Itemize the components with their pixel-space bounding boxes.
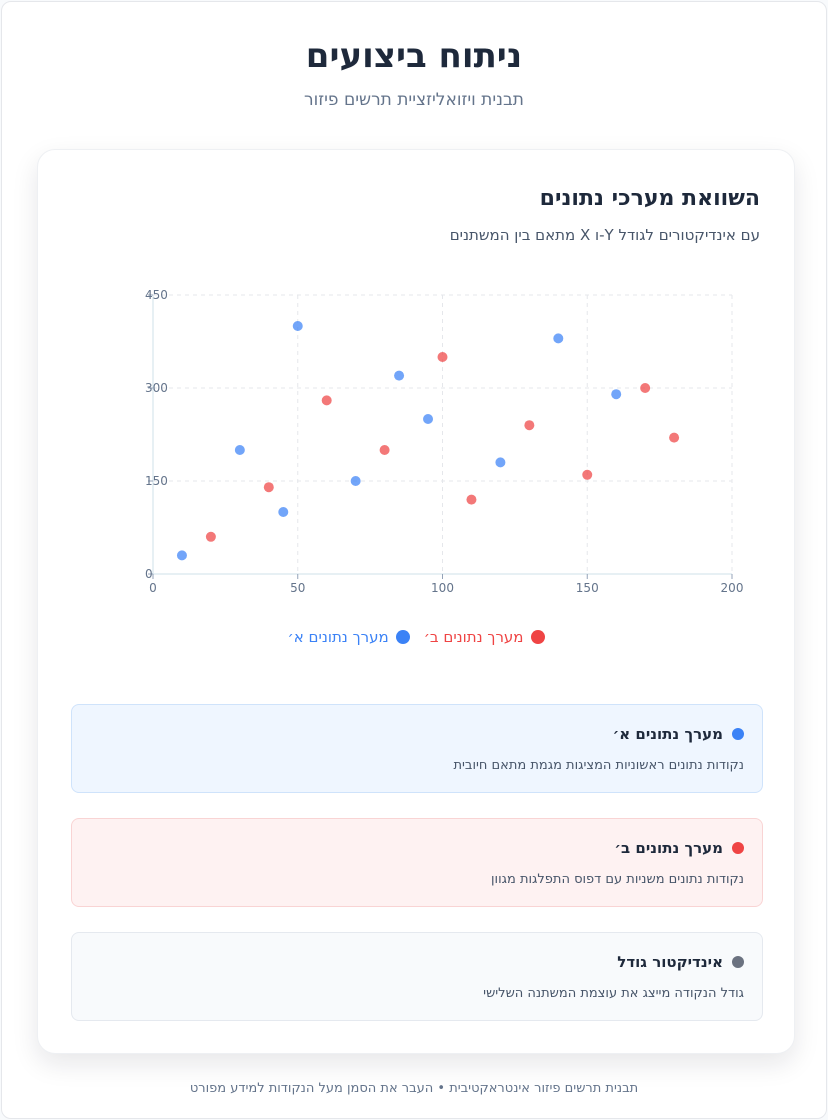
card-subtitle: עם אינדיקטורים לגודל Y-ו X מתאם בין המשת…: [449, 226, 760, 244]
legend-label-series-a: מערך נתונים א׳: [287, 628, 389, 646]
x-tick-label: 50: [290, 581, 305, 595]
info-title-series-a: מערך נתונים א׳: [613, 725, 744, 743]
info-title-label-series-b: מערך נתונים ב׳: [614, 839, 723, 857]
chart-legend: מערך נתונים ב׳ מערך נתונים א׳: [38, 628, 794, 646]
data-point-series-a[interactable]: [394, 370, 405, 381]
size-indicator-dot-icon: [732, 956, 744, 968]
page-title: ניתוח ביצועים: [305, 36, 523, 76]
y-tick-label: 300: [145, 381, 168, 395]
y-tick-label: 150: [145, 474, 168, 488]
legend-item-series-a[interactable]: מערך נתונים א׳: [288, 628, 410, 646]
data-point-series-b[interactable]: [379, 445, 390, 455]
data-point-series-b[interactable]: [205, 531, 216, 542]
data-point-series-b[interactable]: [466, 494, 477, 505]
y-tick-label: 450: [145, 288, 168, 302]
legend-swatch-series-a: [395, 630, 410, 644]
y-tick-label: 0: [145, 567, 153, 581]
data-points: [176, 321, 680, 561]
info-title-series-b: מערך נתונים ב׳: [614, 839, 744, 857]
info-box-size-indicator: אינדיקטור גודל גודל הנקודה מייצג את עוצמ…: [71, 932, 763, 1021]
data-point-series-a[interactable]: [495, 457, 506, 468]
x-tick-label: 0: [149, 581, 157, 595]
data-point-series-b[interactable]: [437, 352, 448, 362]
data-point-series-b[interactable]: [321, 395, 332, 406]
grid: [152, 294, 733, 575]
data-point-series-b[interactable]: [669, 432, 680, 443]
data-point-series-b[interactable]: [582, 469, 593, 480]
page-subtitle: תבנית ויזואליזציית תרשים פיזור: [304, 90, 524, 110]
x-tick-label: 100: [431, 581, 454, 595]
chart-card: השוואת מערכי נתונים עם אינדיקטורים לגודל…: [37, 149, 795, 1054]
data-point-series-a[interactable]: [611, 389, 622, 400]
data-point-series-a[interactable]: [423, 414, 434, 424]
x-tick-label: 150: [576, 581, 599, 595]
data-point-series-b[interactable]: [640, 383, 651, 393]
info-title-label-size-indicator: אינדיקטור גודל: [617, 953, 723, 971]
data-point-series-a[interactable]: [292, 321, 303, 331]
series-b-dot-icon: [732, 842, 744, 854]
info-title-size-indicator: אינדיקטור גודל: [617, 953, 744, 971]
data-point-series-a[interactable]: [553, 333, 564, 344]
info-description-size-indicator: גודל הנקודה מייצג את עוצמת המשתנה השלישי: [483, 986, 744, 1001]
scatter-chart: 0 50 100 150 200 0 150 300 450: [145, 288, 743, 595]
series-a-dot-icon: [732, 728, 744, 740]
info-box-series-b: מערך נתונים ב׳ נקודות נתונים משניות עם ד…: [71, 818, 763, 907]
data-point-series-a[interactable]: [350, 476, 361, 486]
info-description-series-b: נקודות נתונים משניות עם דפוס התפלגות מגו…: [491, 872, 744, 887]
x-tick-label: 200: [721, 581, 744, 595]
data-point-series-a[interactable]: [176, 550, 187, 561]
info-box-series-a: מערך נתונים א׳ נקודות נתונים ראשוניות המ…: [71, 704, 763, 793]
data-point-series-b[interactable]: [263, 482, 274, 493]
tick-labels: 0 50 100 150 200 0 150 300 450: [145, 288, 743, 595]
data-point-series-a[interactable]: [278, 507, 289, 517]
footer-note: תבנית תרשים פיזור אינטראקטיבית • העבר את…: [189, 1081, 639, 1096]
legend-item-series-b[interactable]: מערך נתונים ב׳: [424, 628, 545, 646]
data-point-series-a[interactable]: [234, 445, 245, 455]
legend-swatch-series-b: [530, 630, 545, 644]
data-point-series-b[interactable]: [524, 420, 535, 431]
card-title: השוואת מערכי נתונים: [539, 186, 760, 211]
legend-label-series-b: מערך נתונים ב׳: [423, 628, 524, 646]
info-description-series-a: נקודות נתונים ראשוניות המציגות מגמת מתאם…: [453, 758, 744, 773]
info-title-label-series-a: מערך נתונים א׳: [612, 725, 723, 743]
axes: [148, 294, 733, 579]
